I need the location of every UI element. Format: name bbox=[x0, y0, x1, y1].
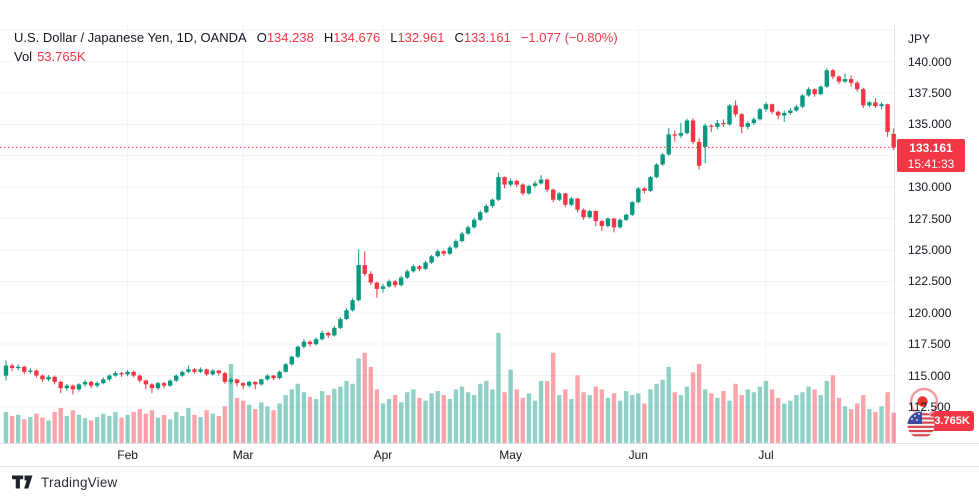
legend-high: H134.676 bbox=[324, 30, 380, 45]
legend-close: C133.161 bbox=[454, 30, 510, 45]
candles bbox=[3, 68, 896, 395]
last-price-value: 133.161 bbox=[909, 140, 953, 155]
time-axis-label: Feb bbox=[117, 448, 138, 462]
legend-low: L132.961 bbox=[390, 30, 444, 45]
last-price-tag: 133.161 15:41:33 bbox=[897, 138, 965, 172]
legend-row-volume: Vol 53.765K bbox=[14, 47, 618, 66]
low-label: L bbox=[390, 30, 398, 45]
legend-row-main: U.S. Dollar / Japanese Yen, 1D, OANDA O13… bbox=[14, 28, 618, 47]
price-axis-label: 120.000 bbox=[908, 305, 952, 320]
price-axis-label: 137.500 bbox=[908, 85, 952, 100]
time-axis-label: Jul bbox=[758, 448, 774, 462]
time-axis-label: Mar bbox=[232, 448, 254, 462]
price-axis-label: 122.500 bbox=[908, 274, 952, 289]
price-axis[interactable]: JPY 140.000137.500135.000132.500130.0001… bbox=[895, 0, 979, 443]
tradingview-logo-text[interactable]: TradingView bbox=[41, 474, 118, 490]
time-axis[interactable]: Feb Mar Apr May Jun Jul bbox=[0, 443, 979, 467]
footer: TradingView bbox=[12, 472, 118, 492]
tradingview-logo-icon[interactable] bbox=[12, 475, 34, 490]
time-axis-label: Apr bbox=[373, 448, 393, 462]
price-axis-label: 112.500 bbox=[908, 400, 951, 414]
price-axis-label: 140.000 bbox=[908, 54, 952, 69]
legend-change: −1.077 (−0.80%) bbox=[520, 30, 618, 45]
symbol-title[interactable]: U.S. Dollar / Japanese Yen, 1D, OANDA bbox=[14, 30, 247, 45]
volume-label: Vol bbox=[14, 49, 33, 64]
time-axis-label: May bbox=[499, 448, 522, 462]
us-flag-icon bbox=[907, 411, 935, 439]
currency-pair-flags bbox=[907, 387, 939, 439]
close-label: C bbox=[454, 30, 464, 45]
currency-label: JPY bbox=[908, 32, 931, 46]
legend-open: O134.238 bbox=[257, 30, 314, 45]
price-axis-label: 127.500 bbox=[908, 211, 952, 226]
high-value: 134.676 bbox=[333, 30, 381, 45]
volume-value-tag: 53.765K bbox=[924, 411, 974, 431]
bar-countdown: 15:41:33 bbox=[907, 156, 955, 171]
price-axis-label: 117.500 bbox=[908, 337, 951, 352]
price-axis-label: 125.000 bbox=[908, 242, 952, 257]
open-value: 134.238 bbox=[266, 30, 314, 45]
price-axis-label: 115.000 bbox=[908, 368, 951, 383]
chart-legend: U.S. Dollar / Japanese Yen, 1D, OANDA O13… bbox=[14, 28, 618, 66]
open-label: O bbox=[256, 30, 267, 45]
price-axis-label: 130.000 bbox=[908, 180, 952, 195]
high-label: H bbox=[323, 30, 334, 45]
time-axis-label: Jun bbox=[628, 448, 648, 462]
price-axis-label: 135.000 bbox=[908, 117, 952, 132]
grid-lines bbox=[0, 25, 894, 443]
volume-bars bbox=[3, 333, 896, 443]
close-value: 133.161 bbox=[463, 30, 511, 45]
low-value: 132.961 bbox=[397, 30, 445, 45]
volume-value: 53.765K bbox=[37, 49, 86, 64]
